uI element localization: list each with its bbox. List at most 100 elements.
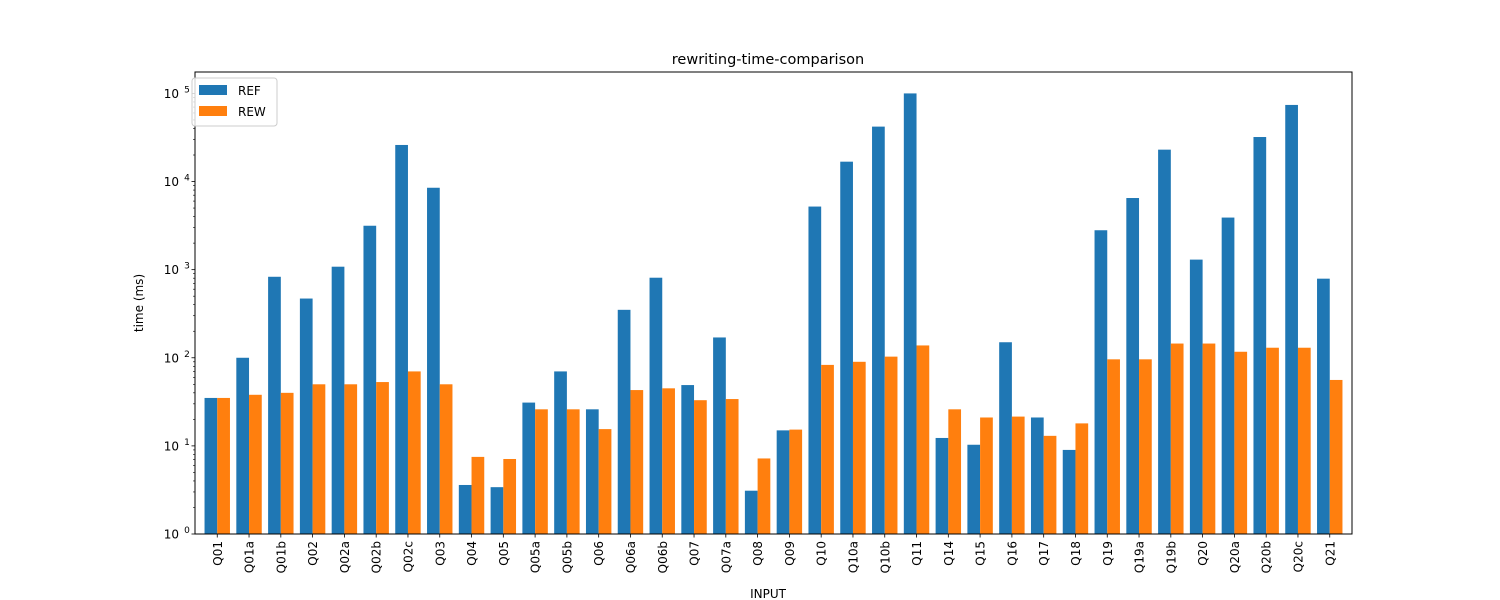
x-tick-label-q02: Q02 (306, 541, 320, 566)
bar-ref-q20 (1189, 259, 1203, 534)
bar-ref-q08 (744, 490, 758, 534)
bar-ref-q09 (776, 430, 790, 534)
bar-rew-q06 (598, 429, 612, 534)
x-tick-label-q08: Q08 (751, 541, 765, 566)
y-axis-label: time (ms) (132, 274, 146, 332)
bar-rew-q01a (249, 394, 262, 534)
bar-rew-q08 (757, 458, 771, 534)
axes-layer: 10 0 10 1 10 2 10 3 10 4 10 5 Q01 Q01a Q01b Q02 Q02a Q02b… (164, 71, 1353, 573)
x-tick-label-q10: Q10 (815, 541, 829, 566)
x-tick-label-q11: Q11 (910, 541, 924, 566)
bar-rew-q01b (280, 392, 294, 534)
bar-ref-q15 (967, 444, 981, 534)
legend: REF REW (191, 77, 278, 127)
bar-rew-q17 (1043, 435, 1057, 534)
x-tick-label-q15: Q15 (974, 541, 988, 566)
legend-label-ref: REF (238, 84, 261, 98)
x-tick-label-q18: Q18 (1069, 541, 1083, 566)
bar-ref-q01 (204, 397, 218, 534)
bar-ref-q20a (1221, 217, 1235, 534)
x-tick-label-q10b: Q10b (878, 541, 892, 573)
bar-ref-q07 (681, 385, 695, 534)
bar-rew-q20a (1234, 351, 1248, 534)
bar-ref-q04 (458, 484, 472, 534)
y-tick-label-3: 10 (164, 263, 179, 277)
legend-swatch-rew (199, 106, 227, 116)
x-tick-label-q05a: Q05a (529, 541, 543, 573)
x-tick-label-q20b: Q20b (1260, 541, 1274, 573)
x-tick-label-q10a: Q10a (846, 541, 860, 573)
bar-rew-q18 (1075, 423, 1089, 534)
bar-ref-q10b (872, 126, 885, 534)
bar-ref-q07a (713, 337, 726, 534)
bar-rew-q14 (948, 409, 962, 534)
bar-ref-q06b (649, 277, 663, 534)
bar-ref-q03 (427, 187, 440, 534)
bar-ref-q20c (1285, 104, 1298, 535)
bar-rew-q20 (1202, 343, 1216, 534)
bar-ref-q19 (1094, 230, 1108, 534)
plot-frame (194, 71, 1353, 535)
bar-rew-q06b (662, 388, 675, 534)
x-tick-label-q20a: Q20a (1228, 541, 1242, 573)
bar-ref-q02a (331, 266, 345, 534)
bar-ref-q05b (554, 371, 567, 534)
x-tick-label-q05b: Q05b (560, 541, 574, 573)
bar-ref-q18 (1062, 449, 1076, 534)
bar-rew-q21 (1329, 379, 1343, 534)
y-tick-label-2: 10 (164, 351, 179, 365)
x-axis-label: INPUT (750, 587, 787, 600)
bar-rew-q07a (725, 399, 739, 534)
x-tick-label-q06b: Q06b (656, 541, 670, 573)
y-tick-label-4: 10 (164, 175, 179, 189)
bar-rew-q10b (884, 356, 898, 534)
x-tick-label-q17: Q17 (1037, 541, 1051, 566)
bar-ref-q21 (1317, 278, 1330, 534)
bar-ref-q10 (808, 206, 822, 534)
x-tick-label-q19: Q19 (1101, 541, 1115, 566)
chart-title: rewriting-time-comparison (672, 52, 864, 68)
y-tick-exponent-4: 4 (184, 174, 190, 184)
bar-rew-q20b (1266, 347, 1279, 534)
x-tick-label-q21: Q21 (1323, 541, 1337, 566)
x-tick-label-q16: Q16 (1005, 541, 1019, 566)
bar-rew-q03 (439, 384, 453, 534)
bar-ref-q02 (299, 298, 313, 534)
bar-rew-q05 (503, 458, 517, 534)
bar-ref-q19a (1126, 198, 1140, 535)
bar-rew-q20c (1297, 347, 1311, 534)
bar-ref-q20b (1253, 137, 1267, 534)
x-tick-label-q01b: Q01b (274, 541, 288, 573)
bar-ref-q01a (236, 357, 250, 534)
y-tick-label-1: 10 (164, 439, 179, 453)
bar-rew-q05b (566, 409, 580, 534)
x-tick-label-q01a: Q01a (243, 541, 257, 573)
bar-ref-q19b (1158, 149, 1171, 535)
bar-ref-q02c (395, 144, 408, 535)
bar-rew-q02 (312, 384, 326, 534)
x-tick-label-q05: Q05 (497, 541, 511, 566)
y-tick-exponent-3: 3 (184, 262, 190, 272)
bar-rew-q15 (980, 417, 993, 534)
bars-layer (204, 93, 1343, 535)
bar-ref-q17 (1030, 417, 1044, 534)
x-tick-label-q06: Q06 (592, 541, 606, 566)
y-tick-label-5: 10 (164, 87, 179, 101)
bar-rew-q04 (471, 456, 485, 534)
bar-rew-q01 (217, 397, 230, 534)
bar-rew-q02b (376, 382, 389, 534)
bar-ref-q01b (268, 276, 281, 534)
bar-rew-q19b (1170, 343, 1184, 534)
bar-ref-q05a (522, 402, 536, 534)
bar-rew-q02a (344, 384, 358, 534)
x-tick-label-q04: Q04 (465, 541, 479, 566)
x-tick-label-q19a: Q19a (1133, 541, 1147, 573)
bar-rew-q19 (1107, 359, 1120, 534)
y-tick-exponent-2: 2 (184, 350, 190, 360)
x-tick-label-q01: Q01 (211, 541, 225, 566)
legend-label-rew: REW (238, 105, 266, 119)
x-tick-label-q07: Q07 (688, 541, 702, 566)
bar-ref-q16 (999, 342, 1012, 534)
y-tick-exponent-5: 5 (184, 85, 190, 95)
